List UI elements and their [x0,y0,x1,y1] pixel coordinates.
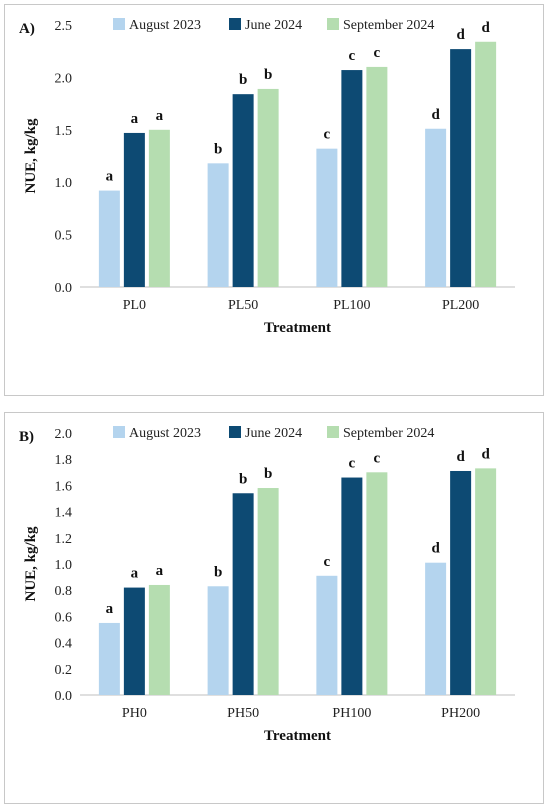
chart-b-significance-letter: d [456,449,465,465]
chart-b-significance-letter: b [214,564,222,580]
chart-a-significance-letter: c [324,127,331,143]
chart-b-significance-letter: d [431,541,440,557]
chart-a-legend-swatch [327,18,339,30]
chart-b-ytick-label: 1.8 [55,453,73,468]
chart-b-ytick-label: 0.0 [55,689,73,704]
chart-a-ytick-label: 0.5 [55,229,73,244]
chart-b-ytick-label: 0.6 [55,610,73,625]
chart-a-bar [207,163,229,287]
chart-b-bar [123,587,145,695]
chart-a-xtick-label: PL0 [123,298,146,313]
chart-a-ytick-label: 2.5 [55,19,73,34]
chart-b-significance-letter: c [324,554,331,570]
chart-a-significance-letter: b [264,67,272,83]
chart-a-bar [257,88,279,287]
chart-a-svg: A) 0.0 0.5 1.0 1.5 2.0 2.5 a a a PL0 b b b PL50 c c c PL10… [19,18,515,336]
chart-b-significance-letter: d [481,446,490,462]
chart-a-significance-letter: a [131,111,139,127]
chart-a-bar [98,190,120,287]
chart-a-xtick-label: PL100 [333,298,370,313]
chart-a-bar [450,49,472,287]
chart-a-significance-letter: b [239,72,247,88]
chart-a-legend-label: August 2023 [129,18,201,33]
chart-a-bar [123,132,145,287]
chart-a-bar [366,66,388,287]
chart-b-legend-swatch [113,426,125,438]
chart-b-xtick-label: PH100 [332,706,371,721]
chart-a-significance-letter: a [156,108,164,124]
chart-b-ytick-label: 1.4 [55,506,73,521]
chart-b-ytick-label: 1.2 [55,532,73,547]
chart-b-xtick-label: PH0 [122,706,147,721]
chart-b-significance-letter: b [264,466,272,482]
chart-b-x-axis-title: Treatment [264,728,331,744]
chart-b-bar [366,472,388,695]
chart-b-bar [425,562,447,695]
chart-b-bar [341,477,363,695]
chart-a-ytick-label: 1.5 [55,124,73,139]
chart-b-bar [98,622,120,695]
chart-a-legend-label: June 2024 [245,18,302,33]
chart-b-bar [450,470,472,695]
chart-a-xtick-label: PL200 [442,298,479,313]
chart-b-ytick-label: 2.0 [55,427,73,442]
chart-b-xtick-label: PH50 [227,706,259,721]
chart-b-bar [316,575,338,695]
chart-a-significance-letter: d [431,107,440,123]
chart-b-significance-letter: c [374,450,381,466]
chart-a-bar [232,94,254,287]
chart-b-ytick-label: 1.6 [55,479,73,494]
chart-b-significance-letter: c [349,456,356,472]
chart-a-ytick-label: 0.0 [55,281,73,296]
chart-a-bar [148,129,170,287]
chart-b-ytick-label: 0.4 [55,637,73,652]
chart-a-ytick-label: 2.0 [55,71,73,86]
chart-a-y-axis-title: NUE, kg/kg [23,118,39,194]
chart-a-x-axis-title: Treatment [264,320,331,336]
chart-a-bar [425,128,447,287]
chart-b-ytick-label: 0.2 [55,663,73,678]
chart-b-significance-letter: b [239,471,247,487]
chart-b-significance-letter: a [106,601,114,617]
chart-a-legend-label: September 2024 [343,18,434,33]
chart-b-legend-label: August 2023 [129,426,201,441]
chart-a-ytick-label: 1.0 [55,176,73,191]
chart-a-bar [341,70,363,288]
chart-a-legend-swatch [229,18,241,30]
chart-b-ytick-label: 0.8 [55,584,73,599]
chart-b-y-axis-title: NUE, kg/kg [23,526,39,602]
chart-panel-a: A) 0.0 0.5 1.0 1.5 2.0 2.5 a a a PL0 b b b PL50 c c c PL10… [4,4,544,396]
chart-b-legend-swatch [229,426,241,438]
chart-a-significance-letter: d [481,20,490,36]
chart-b-xtick-label: PH200 [441,706,480,721]
chart-b-panel-label: B) [19,429,34,445]
chart-a-panel-label: A) [19,21,35,37]
chart-b-significance-letter: a [131,566,139,582]
chart-a-significance-letter: d [456,27,465,43]
chart-b-legend-label: June 2024 [245,426,302,441]
chart-b-bar [232,493,254,695]
chart-b-bar [475,468,497,695]
chart-b-bar [207,586,229,695]
chart-b-ytick-label: 1.0 [55,558,73,573]
chart-b-significance-letter: a [156,563,164,579]
chart-b-svg: B) 0.0 0.2 0.4 0.6 0.8 1.0 1.2 1.4 1.6 1.8 2.0 a a a PH… [19,426,515,744]
chart-b-bar [148,584,170,695]
chart-b-legend-label: September 2024 [343,426,434,441]
chart-a-legend-swatch [113,18,125,30]
chart-a-significance-letter: c [349,48,356,64]
chart-b-legend-swatch [327,426,339,438]
chart-panel-b: B) 0.0 0.2 0.4 0.6 0.8 1.0 1.2 1.4 1.6 1.8 2.0 a a a PH… [4,412,544,804]
chart-a-significance-letter: c [374,45,381,61]
chart-b-bar [257,488,279,695]
chart-a-bar [475,41,497,287]
chart-a-bar [316,148,338,287]
chart-a-xtick-label: PL50 [228,298,258,313]
chart-a-significance-letter: a [106,169,114,185]
chart-a-significance-letter: b [214,141,222,157]
